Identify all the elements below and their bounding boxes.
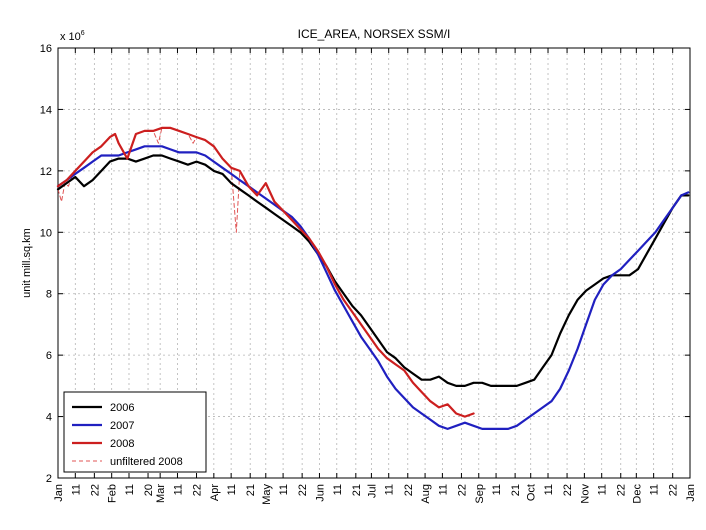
y-tick-label: 6 <box>46 350 52 362</box>
x-tick-label: 11 <box>649 484 661 495</box>
x-tick-label: Nov <box>579 484 591 504</box>
x-tick-label: 11 <box>172 484 184 495</box>
x-tick-label: Jan <box>53 484 65 502</box>
grid <box>58 48 690 478</box>
x-tick-label: May <box>261 484 273 505</box>
legend-entry: unfiltered 2008 <box>72 456 183 468</box>
x-tick-label: 11 <box>491 484 503 495</box>
x-tick-label: 11 <box>124 484 136 495</box>
x-tick-label: 11 <box>278 484 290 495</box>
x-tick-label: 22 <box>297 484 309 496</box>
y-tick-label: 4 <box>46 412 52 424</box>
y-tick-label: 10 <box>40 227 52 239</box>
y-axis-multiplier: x 106 <box>60 30 85 43</box>
x-tick-label: 11 <box>597 484 609 495</box>
legend-entry: 2008 <box>72 438 134 450</box>
y-multiplier-exponent: 6 <box>81 30 85 37</box>
series-line-2006 <box>56 154 690 387</box>
x-tick-label: 11 <box>332 484 344 495</box>
plot-area <box>57 47 691 479</box>
x-tick-label: 11 <box>384 484 396 495</box>
x-tick-label: 22 <box>89 484 101 496</box>
x-tick-label: 22 <box>616 484 628 496</box>
x-tick-label: Jul <box>366 484 378 498</box>
y-tick-label: 16 <box>40 43 52 55</box>
x-tick-label: Dec <box>631 484 643 504</box>
x-tick-label: 21 <box>351 484 363 496</box>
legend-label: 2007 <box>110 420 134 432</box>
y-axis-label: unit mill.sq.km <box>21 228 33 298</box>
x-tick-label: 22 <box>456 484 468 496</box>
y-tick-label: 14 <box>40 104 52 116</box>
x-tick-label: 11 <box>437 484 449 495</box>
legend-label: 2008 <box>110 438 134 450</box>
legend-entry: 2007 <box>72 420 134 432</box>
legend-label: unfiltered 2008 <box>110 456 183 468</box>
x-tick-label: 22 <box>403 484 415 496</box>
x-tick-label: Apr <box>209 484 221 501</box>
y-tick-label: 12 <box>40 166 52 178</box>
chart-title: ICE_AREA, NORSEX SSM/I <box>298 27 451 41</box>
x-tick-label: Jun <box>314 484 326 502</box>
series-line-2007 <box>56 145 690 430</box>
x-tick-label: 21 <box>510 484 522 496</box>
x-tick-label: 11 <box>70 484 82 495</box>
x-axis: Jan 11 22 Feb 11 20 Mar 11 22 Apr 11 21 May 11 22 Jun 11… <box>53 48 697 505</box>
x-tick-label: Aug <box>420 484 432 504</box>
x-tick-label: 11 <box>226 484 238 495</box>
x-tick-label: 22 <box>562 484 574 496</box>
y-multiplier-base: x 10 <box>60 31 81 43</box>
x-tick-label: Sep <box>474 484 486 504</box>
y-tick-label: 2 <box>46 473 52 485</box>
series-lines <box>56 126 690 430</box>
legend-label: 2006 <box>110 402 134 414</box>
x-tick-label: Jan <box>685 484 697 502</box>
x-tick-label: 22 <box>668 484 680 496</box>
legend-box <box>63 391 207 473</box>
legend-entry: 2006 <box>72 402 134 414</box>
x-tick-label: 21 <box>245 484 257 496</box>
y-axis: 2 4 6 8 10 12 14 16 <box>40 43 690 485</box>
x-tick-label: Feb <box>107 484 119 503</box>
x-tick-label: Mar <box>155 484 167 503</box>
x-tick-label: 20 <box>143 484 155 496</box>
legend: 2006 2007 2008 unfiltered 2008 <box>63 391 207 473</box>
x-tick-label: 11 <box>543 484 555 495</box>
x-tick-label: Oct <box>526 484 538 501</box>
series-line-2008 <box>56 126 475 418</box>
y-tick-label: 8 <box>46 289 52 301</box>
x-tick-label: 22 <box>192 484 204 496</box>
